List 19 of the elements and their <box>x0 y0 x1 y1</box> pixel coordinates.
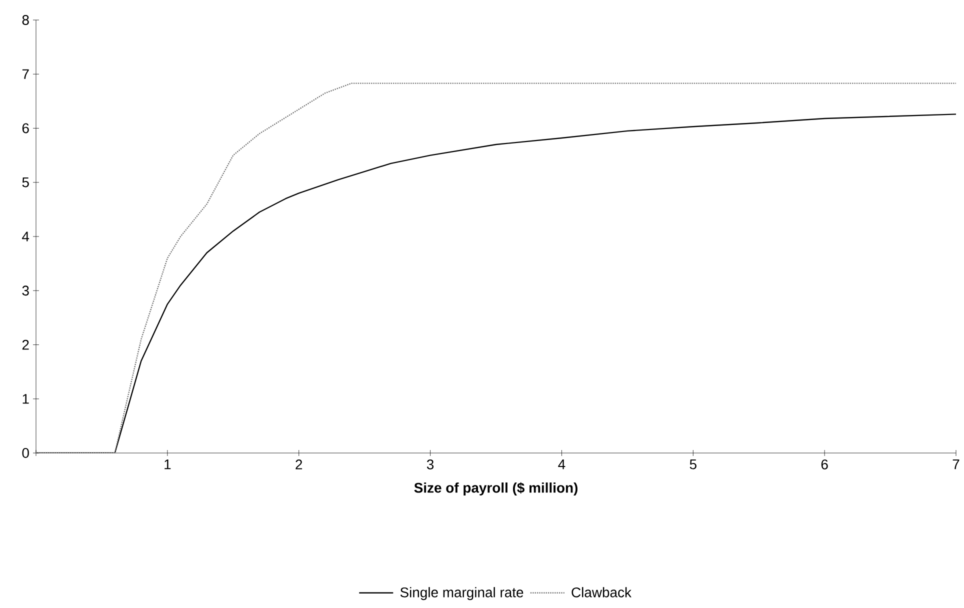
y-tick-label: 7 <box>22 69 29 79</box>
x-axis-title: Size of payroll ($ million) <box>414 482 578 496</box>
y-tick-label: 4 <box>22 232 30 242</box>
x-tick-label: 1 <box>164 460 171 470</box>
x-tick-label: 5 <box>690 460 696 470</box>
x-tick-label: 2 <box>296 460 302 470</box>
y-tick-label: 1 <box>22 394 29 404</box>
x-tick-label: 4 <box>558 460 566 470</box>
y-tick-label: 5 <box>22 178 29 188</box>
y-tick-label: 6 <box>22 123 29 134</box>
y-tick-label: 2 <box>22 340 29 350</box>
legend-label: Single marginal rate <box>400 587 524 600</box>
x-tick-label: 6 <box>821 460 828 470</box>
x-tick-label: 7 <box>952 460 960 470</box>
y-tick-label: 0 <box>22 448 29 458</box>
x-tick-label: 3 <box>426 460 434 470</box>
y-tick-label: 3 <box>22 286 29 296</box>
y-tick-label: 8 <box>22 15 29 25</box>
legend-label: Clawback <box>572 587 632 598</box>
